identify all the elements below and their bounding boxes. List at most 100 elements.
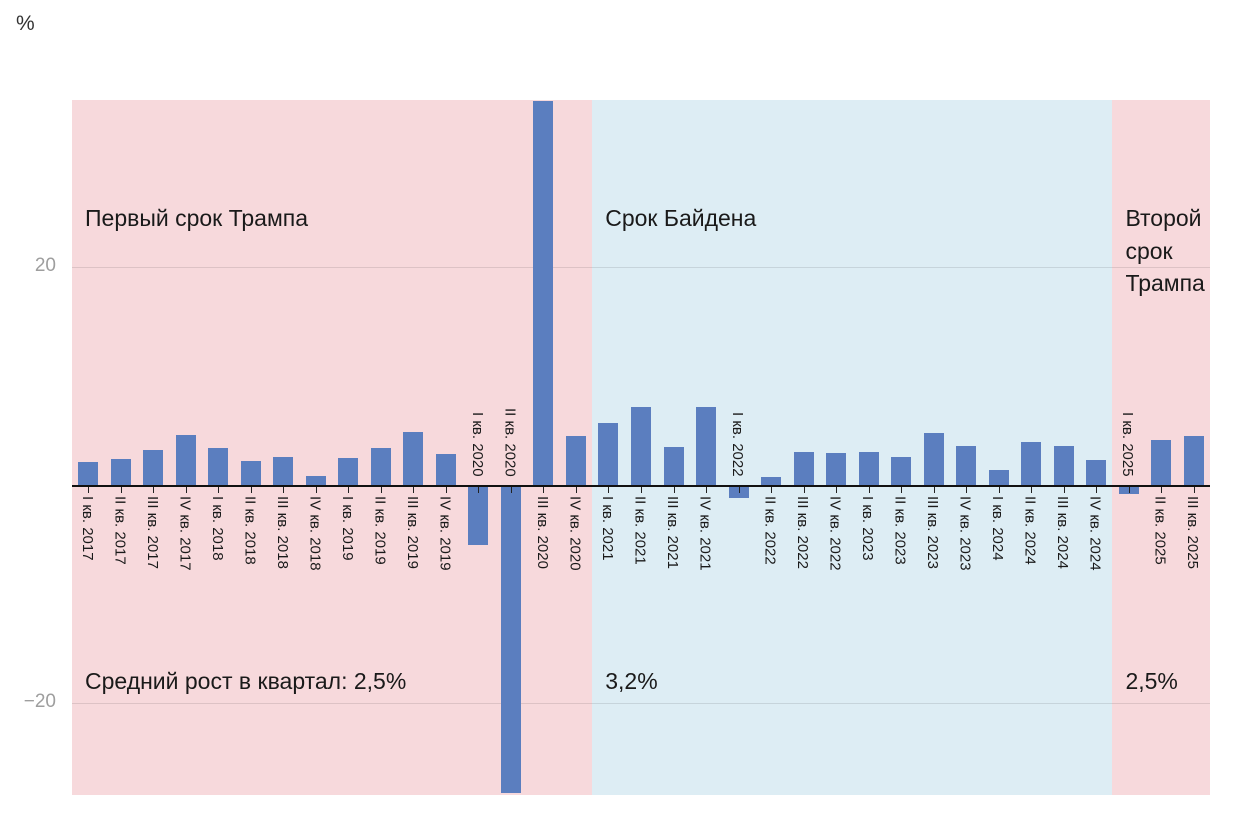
quarter-tick <box>706 487 708 493</box>
bar <box>988 469 1009 485</box>
quarter-label: IV кв. 2022 <box>826 496 844 571</box>
quarter-label: III кв. 2024 <box>1054 496 1072 569</box>
bar <box>143 450 164 485</box>
quarter-tick <box>673 487 675 493</box>
bar <box>240 461 261 485</box>
bar <box>923 432 944 485</box>
quarter-tick <box>901 487 903 493</box>
quarter-label: II кв. 2017 <box>111 496 129 565</box>
quarter-label: I кв. 2021 <box>598 496 616 561</box>
quarter-tick <box>348 487 350 493</box>
quarter-label: II кв. 2018 <box>241 496 259 565</box>
gridline-−20 <box>72 703 1210 704</box>
quarter-label: II кв. 2021 <box>631 496 649 565</box>
quarter-tick <box>1161 487 1163 493</box>
quarter-tick <box>543 487 545 493</box>
bar <box>1021 442 1042 485</box>
quarter-tick <box>250 487 252 493</box>
quarter-tick <box>380 487 382 493</box>
region-average-label-biden-term: 3,2% <box>605 668 658 694</box>
quarter-label: I кв. 2024 <box>989 496 1007 561</box>
quarter-tick <box>120 487 122 493</box>
quarter-label: III кв. 2018 <box>273 496 291 569</box>
quarter-tick <box>998 487 1000 493</box>
quarter-label: I кв. 2020 <box>468 412 486 477</box>
y-tick-label-0: 20 <box>34 255 56 276</box>
bar <box>956 445 977 485</box>
quarter-label: II кв. 2024 <box>1021 496 1039 565</box>
bar <box>826 453 847 485</box>
quarter-tick <box>738 487 740 493</box>
quarter-label: III кв. 2020 <box>533 496 551 569</box>
bar <box>696 406 717 485</box>
quarter-tick <box>608 487 610 493</box>
quarter-label: II кв. 2019 <box>371 496 389 565</box>
zero-axis-line <box>72 485 1210 487</box>
quarter-tick <box>1063 487 1065 493</box>
quarter-label: IV кв. 2019 <box>436 496 454 571</box>
quarter-label: II кв. 2025 <box>1151 496 1169 565</box>
quarter-label: I кв. 2025 <box>1119 412 1137 477</box>
region-title-trump-second-term: Второй срок Трампа <box>1125 205 1205 297</box>
bar <box>305 476 326 485</box>
bar <box>663 446 684 485</box>
bar <box>1151 440 1172 485</box>
quarter-label: II кв. 2020 <box>501 408 519 477</box>
bar <box>565 435 586 485</box>
quarter-label: III кв. 2023 <box>924 496 942 569</box>
quarter-tick <box>283 487 285 493</box>
bar <box>208 447 229 485</box>
y-axis-unit-label: % <box>16 12 35 35</box>
bar <box>598 422 619 485</box>
quarter-label: I кв. 2019 <box>338 496 356 561</box>
quarter-label: I кв. 2023 <box>859 496 877 561</box>
quarter-tick <box>1128 487 1130 493</box>
quarter-tick <box>1193 487 1195 493</box>
quarter-label: IV кв. 2018 <box>306 496 324 571</box>
quarter-label: III кв. 2022 <box>794 496 812 569</box>
region-average-label-trump-second-term: 2,5% <box>1125 668 1178 694</box>
bar <box>533 101 554 485</box>
quarter-label: I кв. 2022 <box>729 412 747 477</box>
quarter-label: II кв. 2023 <box>891 496 909 565</box>
quarter-label: IV кв. 2020 <box>566 496 584 571</box>
bar <box>273 456 294 485</box>
quarter-label: IV кв. 2017 <box>176 496 194 571</box>
quarter-label: IV кв. 2024 <box>1086 496 1104 571</box>
quarter-label: I кв. 2018 <box>208 496 226 561</box>
quarter-label: IV кв. 2021 <box>696 496 714 571</box>
quarter-tick <box>413 487 415 493</box>
bar <box>175 434 196 485</box>
quarter-tick <box>1031 487 1033 493</box>
bar <box>858 452 879 485</box>
region-average-label-trump-first-term: Средний рост в квартал: 2,5% <box>85 668 407 694</box>
region-title-biden-term: Срок Байдена <box>605 205 757 231</box>
bar <box>891 456 912 485</box>
bar <box>338 457 359 485</box>
quarter-tick <box>641 487 642 493</box>
quarter-label: III кв. 2021 <box>664 496 681 569</box>
quarter-tick <box>88 487 90 493</box>
plot-area: Первый срок Трампа Средний рост в квартал… <box>72 100 1210 795</box>
bar <box>631 406 651 485</box>
quarter-tick <box>478 487 480 493</box>
bar <box>78 462 99 485</box>
bar <box>500 487 521 794</box>
quarter-label: III кв. 2017 <box>143 496 161 569</box>
quarter-tick <box>445 487 447 493</box>
quarter-tick <box>966 487 968 493</box>
bar <box>370 447 391 485</box>
bar <box>435 454 456 485</box>
bar <box>1086 459 1107 485</box>
gridline-20 <box>72 267 1210 268</box>
bar <box>403 431 424 485</box>
quarter-label: I кв. 2017 <box>78 496 96 561</box>
quarter-label: III кв. 2025 <box>1184 496 1202 569</box>
quarter-tick <box>771 487 773 493</box>
quarter-tick <box>868 487 870 493</box>
quarter-tick <box>185 487 187 493</box>
quarter-tick <box>315 487 317 493</box>
y-tick-label-1: −20 <box>23 691 56 712</box>
quarter-label: III кв. 2019 <box>403 496 421 569</box>
